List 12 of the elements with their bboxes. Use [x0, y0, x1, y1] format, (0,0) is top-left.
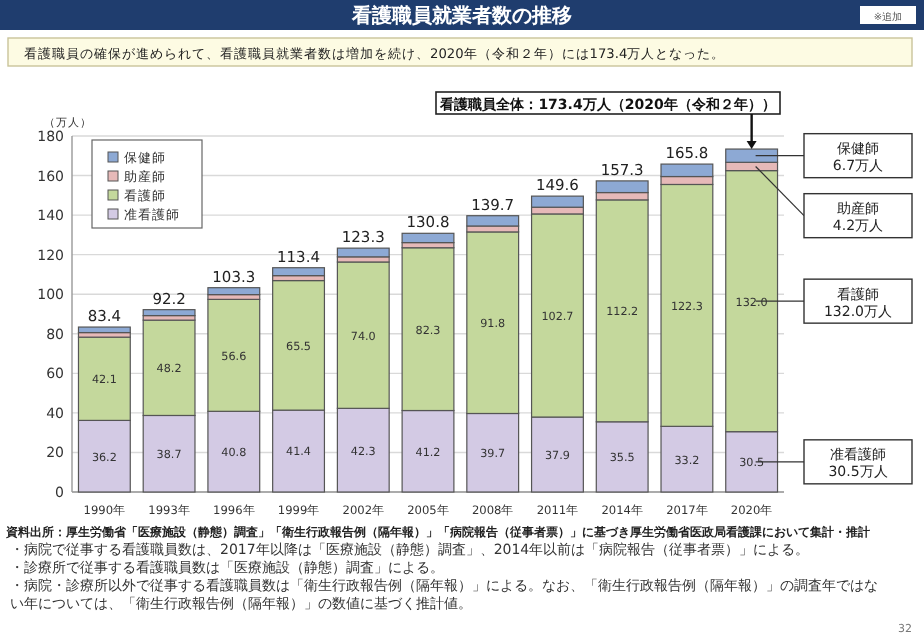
bar [725, 148, 779, 163]
bar [466, 215, 520, 227]
chart-title: 看護職員就業者数の推移 [350, 4, 572, 28]
bar [595, 180, 649, 194]
bar [207, 287, 261, 296]
bar [336, 247, 390, 258]
bar [77, 326, 131, 334]
bar [530, 195, 584, 208]
bar [401, 232, 455, 244]
bar [142, 309, 196, 317]
bar [660, 163, 714, 178]
bar [272, 267, 326, 277]
